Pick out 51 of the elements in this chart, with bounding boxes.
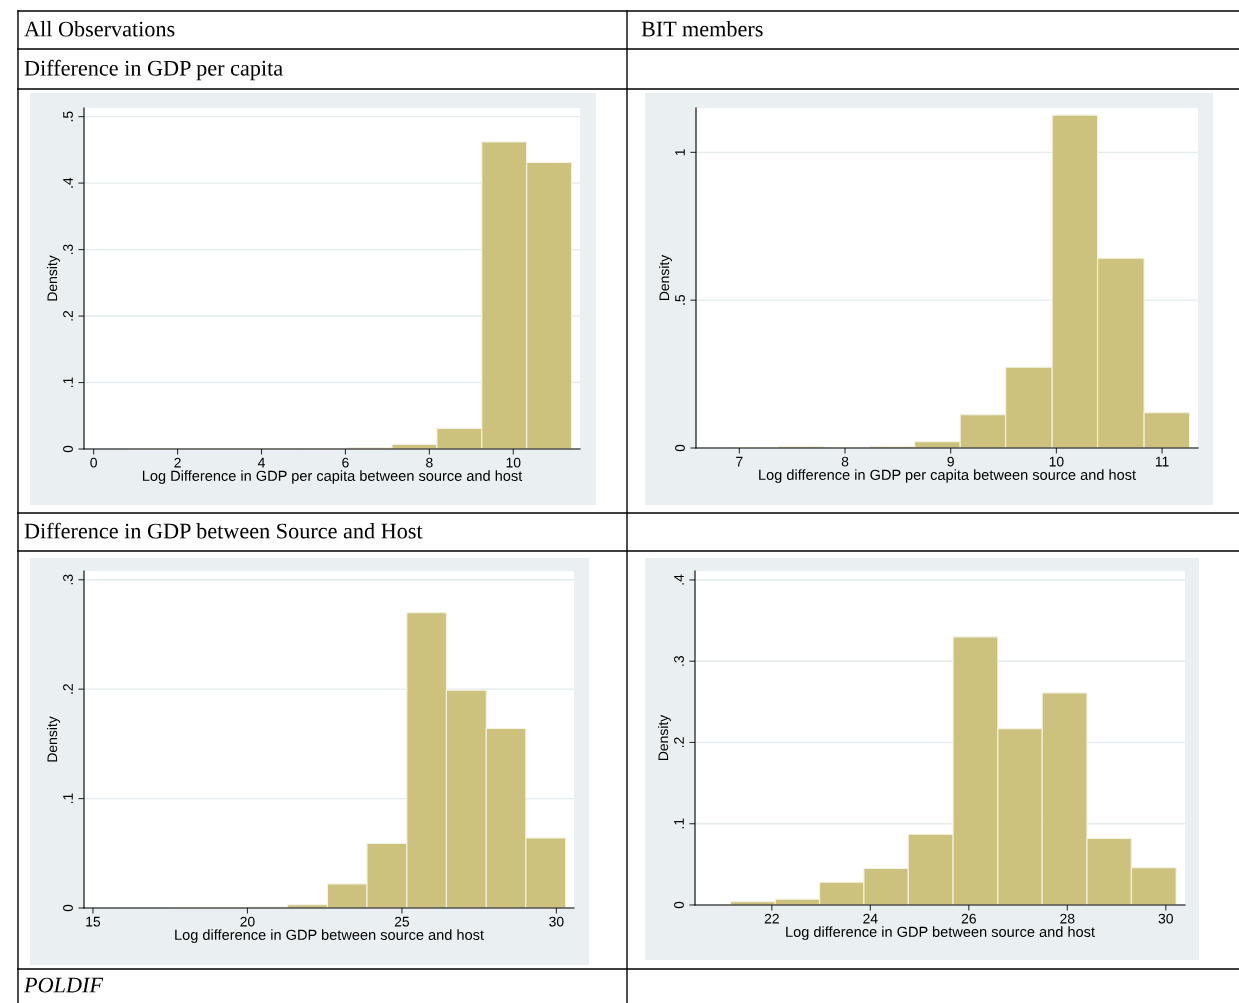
y-tick-label: .1	[63, 377, 73, 388]
x-tick-label: 28	[1060, 913, 1075, 924]
chart-title: Difference in GDP between Source and Host	[24, 522, 423, 539]
chart-title: Difference in GDP per capita	[24, 59, 283, 81]
x-tick-label: 6	[342, 457, 349, 468]
y-tick-label: .2	[674, 737, 684, 747]
y-tick-label: .1	[63, 793, 73, 804]
text: All Observations	[24, 20, 175, 37]
y-tick-label: 0	[675, 444, 685, 452]
x-tick-label: 30	[1158, 913, 1173, 924]
y-axis-title: Density	[658, 254, 672, 301]
y-tick-label: 0	[63, 904, 73, 912]
y-tick-label: .2	[63, 684, 73, 694]
y-tick-label: .2	[63, 310, 73, 321]
x-tick-label: 8	[426, 457, 433, 468]
y-tick-label: 1	[675, 149, 685, 156]
x-tick-label: 9	[947, 456, 954, 467]
x-tick-label: 8	[841, 456, 849, 467]
x-tick-label: 10	[506, 457, 521, 468]
x-tick-label: 7	[736, 456, 743, 467]
x-tick-label: 26	[961, 913, 976, 924]
x-tick-label: 0	[90, 457, 97, 468]
x-tick-label: 15	[86, 916, 101, 927]
text: POLDIF	[23, 977, 104, 993]
x-tick-label: 25	[394, 916, 410, 927]
y-tick-label: .4	[674, 574, 684, 585]
y-tick-label: .5	[675, 294, 685, 305]
text: BIT members	[641, 20, 763, 37]
x-tick-label: 20	[240, 916, 255, 927]
y-tick-label: .4	[63, 177, 73, 188]
x-tick-label: 10	[1049, 456, 1064, 467]
y-tick-label: 0	[63, 445, 73, 453]
y-tick-label: .3	[63, 244, 73, 255]
y-tick-label: .5	[63, 111, 73, 122]
y-tick-label: .3	[63, 574, 73, 585]
x-axis-title: Log difference in GDP between source and host	[175, 929, 484, 943]
x-tick-label: 24	[863, 913, 878, 924]
x-axis-title: Log difference in GDP per capita between source and host	[759, 469, 1136, 483]
x-tick-label: 30	[549, 916, 564, 927]
y-tick-label: 0	[674, 901, 684, 909]
x-tick-label: 22	[764, 913, 779, 924]
x-tick-label: 2	[174, 457, 181, 468]
y-axis-title: Density	[46, 716, 60, 762]
x-axis-title: Log difference in GDP between source and host	[786, 926, 1095, 940]
y-axis-title: Density	[657, 714, 671, 761]
y-axis-title: Density	[46, 255, 60, 301]
y-tick-label: .3	[674, 656, 684, 666]
x-tick-label: 4	[257, 457, 265, 468]
x-axis-title: Log Difference in GDP per capita between source and host	[142, 470, 523, 484]
y-tick-label: .1	[674, 818, 684, 829]
x-tick-label: 11	[1155, 456, 1169, 467]
